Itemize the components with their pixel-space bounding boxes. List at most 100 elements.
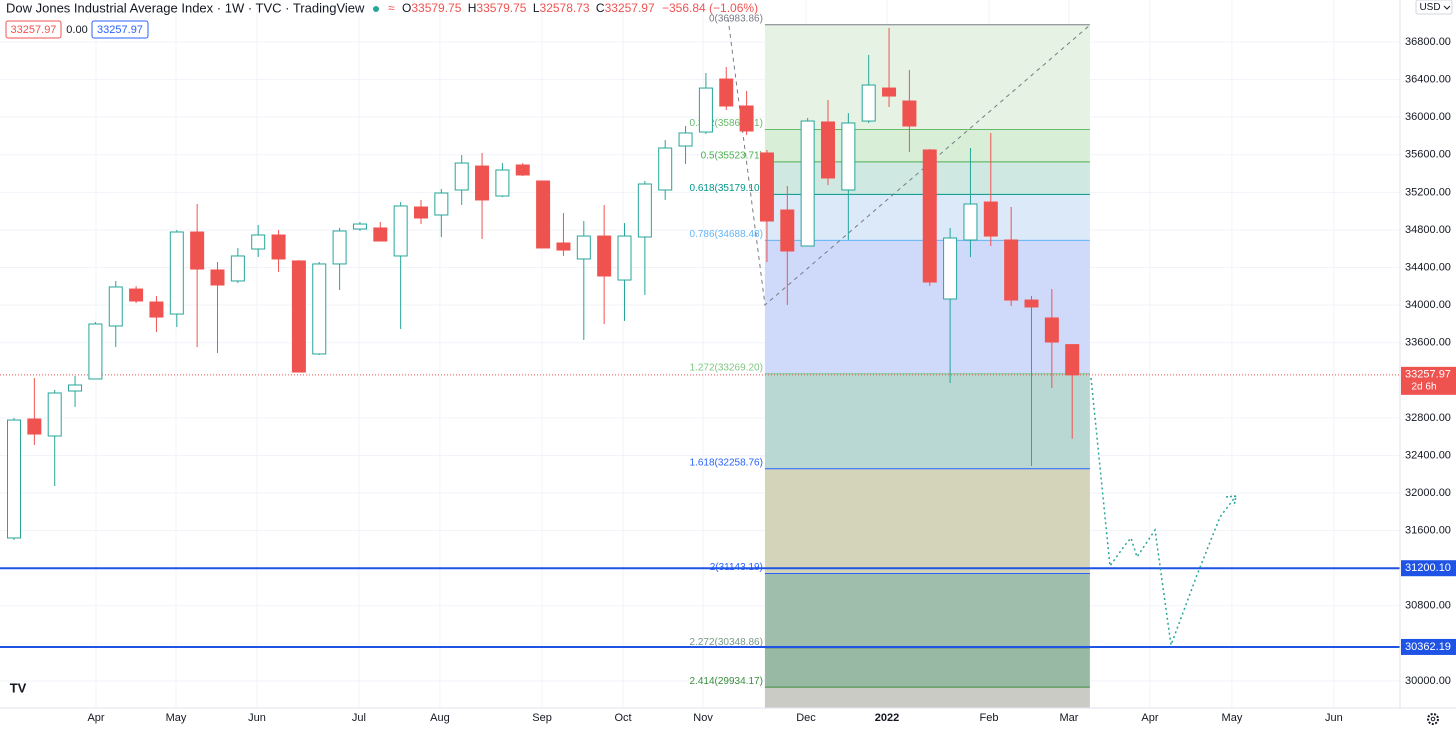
candle-body [515,164,530,176]
candle-body [271,234,286,260]
ohlc-value: 33257.97 [605,1,655,15]
currency-button[interactable]: USD [1415,0,1453,15]
fib-level-label: 2.272(30348.86) [690,637,763,648]
x-tick-label: May [1222,712,1243,724]
x-tick-label: Dec [796,712,816,724]
price-label-box [1401,366,1456,395]
status-dot [373,6,379,12]
candle-body [719,78,734,107]
candle-body [169,231,184,315]
candle-body [312,263,327,355]
x-tick-label: Nov [693,712,713,724]
x-tick-label: Feb [979,712,998,724]
fib-zone [764,687,1090,708]
settings-button[interactable] [1427,713,1439,725]
candle-body [637,183,652,238]
ohlc-value: 33579.75 [411,1,461,15]
candle-body [739,105,754,132]
fib-level-label: 0.786(34688.48) [690,229,763,240]
candle-body [1065,344,1080,376]
fib-zone [764,468,1090,574]
fib-zone [764,24,1090,130]
candle-body [821,121,836,179]
y-tick-label: 32000.00 [1405,487,1451,499]
candle-body [576,235,591,260]
settings-gear-hub [1430,716,1436,722]
x-tick-label: Oct [615,712,632,724]
candle-body [1044,317,1059,343]
candle-body [902,100,917,127]
candle-body [47,392,62,437]
candle-body [7,419,22,539]
y-tick-label: 34000.00 [1405,299,1451,311]
projection-arrow [1225,495,1237,507]
settings-gear[interactable] [1427,713,1439,725]
candle-body [882,87,897,97]
y-tick-label: 33600.00 [1405,337,1451,349]
candle-body [861,84,876,122]
spread: 0.00 [66,24,87,36]
candle-body [230,255,245,282]
fib-level-label: 1.618(32258.76) [690,457,763,468]
candle-body [27,418,42,435]
bid-price: 33257.97 [11,24,57,36]
candle-body [149,301,164,318]
fib-level-label: 0.382(35868.31) [690,118,763,129]
price-label: 33257.97 [1405,369,1451,381]
candle-body [352,223,367,230]
axis-labels: 30000.00 30800.00 31600.00 32000.00 32400.00… [87,36,1456,724]
y-tick-label: 36000.00 [1405,111,1451,123]
price-label-box [1401,560,1456,577]
ohlc-value: 33579.75 [476,1,526,15]
tv-logo[interactable]: TV [10,680,27,695]
fib-level-label: 1.272(33269.20) [690,362,763,373]
candle-body [190,231,205,270]
x-tick-label: Mar [1059,712,1078,724]
ohlc-value: 32578.73 [540,1,590,15]
candle-body [983,201,998,237]
candle-body [536,180,551,249]
x-tick-label: Sep [532,712,552,724]
candle-body [414,206,429,219]
currency-caret [1443,5,1451,10]
price-label-box [1401,638,1456,655]
fib-level-label: 2.414(29934.17) [690,676,763,687]
change: −356.84 (−1.06%) [662,1,758,15]
ohlc-label: L [533,1,540,15]
candle-body [495,169,510,197]
y-tick-label: 31600.00 [1405,525,1451,537]
y-tick-label: 35600.00 [1405,149,1451,161]
candle-body [943,237,958,300]
currency-box[interactable] [1415,0,1453,15]
y-tick-label: 36400.00 [1405,73,1451,85]
price-label: 30362.19 [1405,641,1451,653]
ask-box [91,20,149,39]
currency-label[interactable]: USD [1419,2,1440,13]
status-icon: ≈ [388,1,395,15]
ohlc-label: H [468,1,477,15]
candles [7,28,1080,541]
candle-body [332,230,347,265]
candle-body [658,147,673,191]
candle-body [698,87,713,133]
candle-body [556,242,571,251]
y-tick-label: 34800.00 [1405,224,1451,236]
countdown-label: 2d 6h [1411,381,1436,392]
candle-body [434,192,449,216]
candle-body [475,165,490,201]
candle-body [963,203,978,241]
fib-level-label: 0.618(35179.10) [690,183,763,194]
ohlc-label: O [402,1,411,15]
horizontal-lines [0,374,1400,648]
header: Dow Jones Industrial Average Index · 1W … [5,0,758,39]
y-tick-label: 35200.00 [1405,186,1451,198]
candle-body [68,384,83,392]
candle-body [780,209,795,252]
y-tick-label: 32800.00 [1405,412,1451,424]
candle-body [597,235,612,277]
y-tick-label: 30800.00 [1405,600,1451,612]
time-axis-bg [0,708,1456,735]
x-tick-label: Aug [430,712,450,724]
